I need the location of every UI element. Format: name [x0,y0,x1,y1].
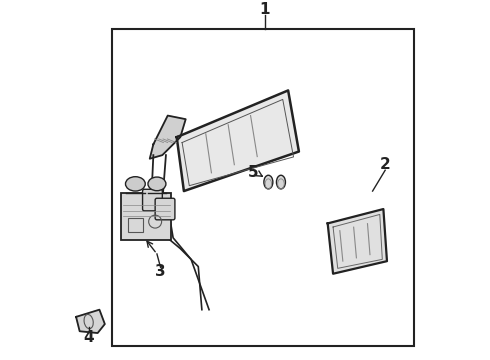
Bar [121,193,172,240]
Bar [112,29,414,346]
Text: 4: 4 [83,330,94,345]
Text: 3: 3 [155,265,166,279]
FancyBboxPatch shape [143,189,162,211]
Ellipse shape [276,175,286,189]
Bar [128,218,143,233]
Polygon shape [76,310,105,333]
Polygon shape [177,90,299,191]
Text: 2: 2 [380,157,391,172]
Polygon shape [328,209,387,274]
Ellipse shape [148,177,166,191]
Ellipse shape [264,175,273,189]
FancyBboxPatch shape [155,198,175,220]
Text: 1: 1 [260,2,270,17]
Polygon shape [150,116,186,159]
Ellipse shape [125,177,145,191]
Text: 5: 5 [248,165,259,180]
